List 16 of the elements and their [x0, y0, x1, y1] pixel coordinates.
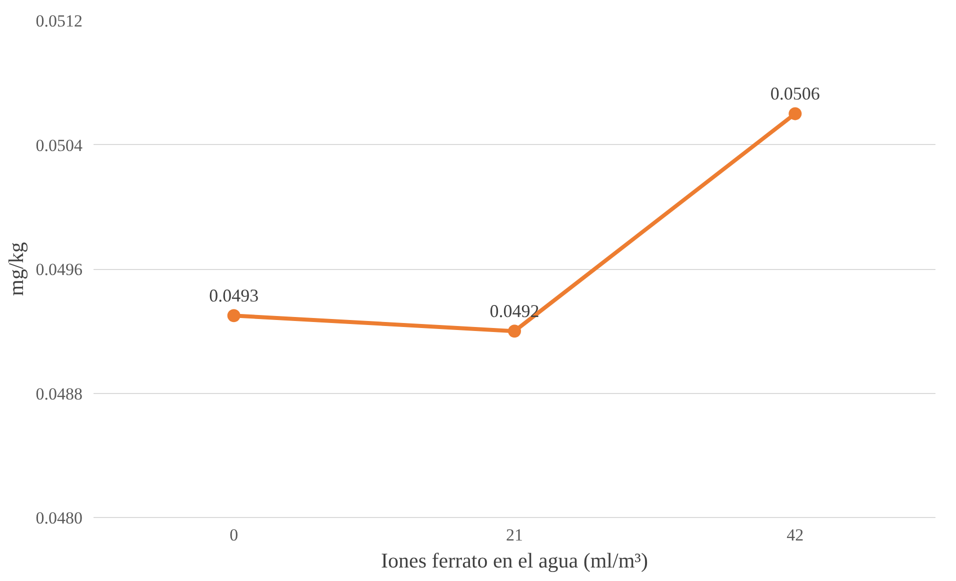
x-tick-label: 42 — [786, 526, 804, 544]
point — [788, 107, 802, 120]
y-tick-label: 0.0512 — [36, 12, 82, 30]
y-tick-label: 0.0504 — [36, 136, 83, 155]
x-tick-label: 21 — [506, 526, 523, 544]
x-axis-title: Iones ferrato en el agua (ml/m³) — [381, 548, 648, 572]
point — [508, 324, 521, 338]
y-tick-label: 0.0480 — [36, 508, 82, 528]
y-axis-title: mg/kg — [4, 242, 28, 296]
y-tick-label: 0.0496 — [36, 260, 82, 279]
x-tick-label: 0 — [230, 526, 238, 544]
data-label: 0.0492 — [490, 301, 540, 322]
data-label: 0.0493 — [209, 286, 259, 306]
data-label: 0.0506 — [770, 84, 820, 104]
y-tick-label: 0.0488 — [36, 384, 82, 404]
point — [227, 309, 240, 322]
